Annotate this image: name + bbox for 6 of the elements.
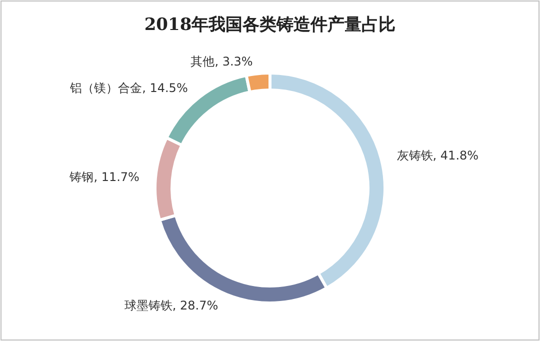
chart-title: 2018年我国各类铸造件产量占比 <box>144 15 396 35</box>
slice-label: 铸钢, 11.7% <box>68 170 140 184</box>
slice-label: 灰铸铁, 41.8% <box>396 148 479 163</box>
slice-label: 铝（镁）合金, 14.5% <box>69 80 188 95</box>
slice-label: 其他, 3.3% <box>190 54 253 69</box>
slice-label: 球墨铸铁, 28.7% <box>124 298 218 313</box>
